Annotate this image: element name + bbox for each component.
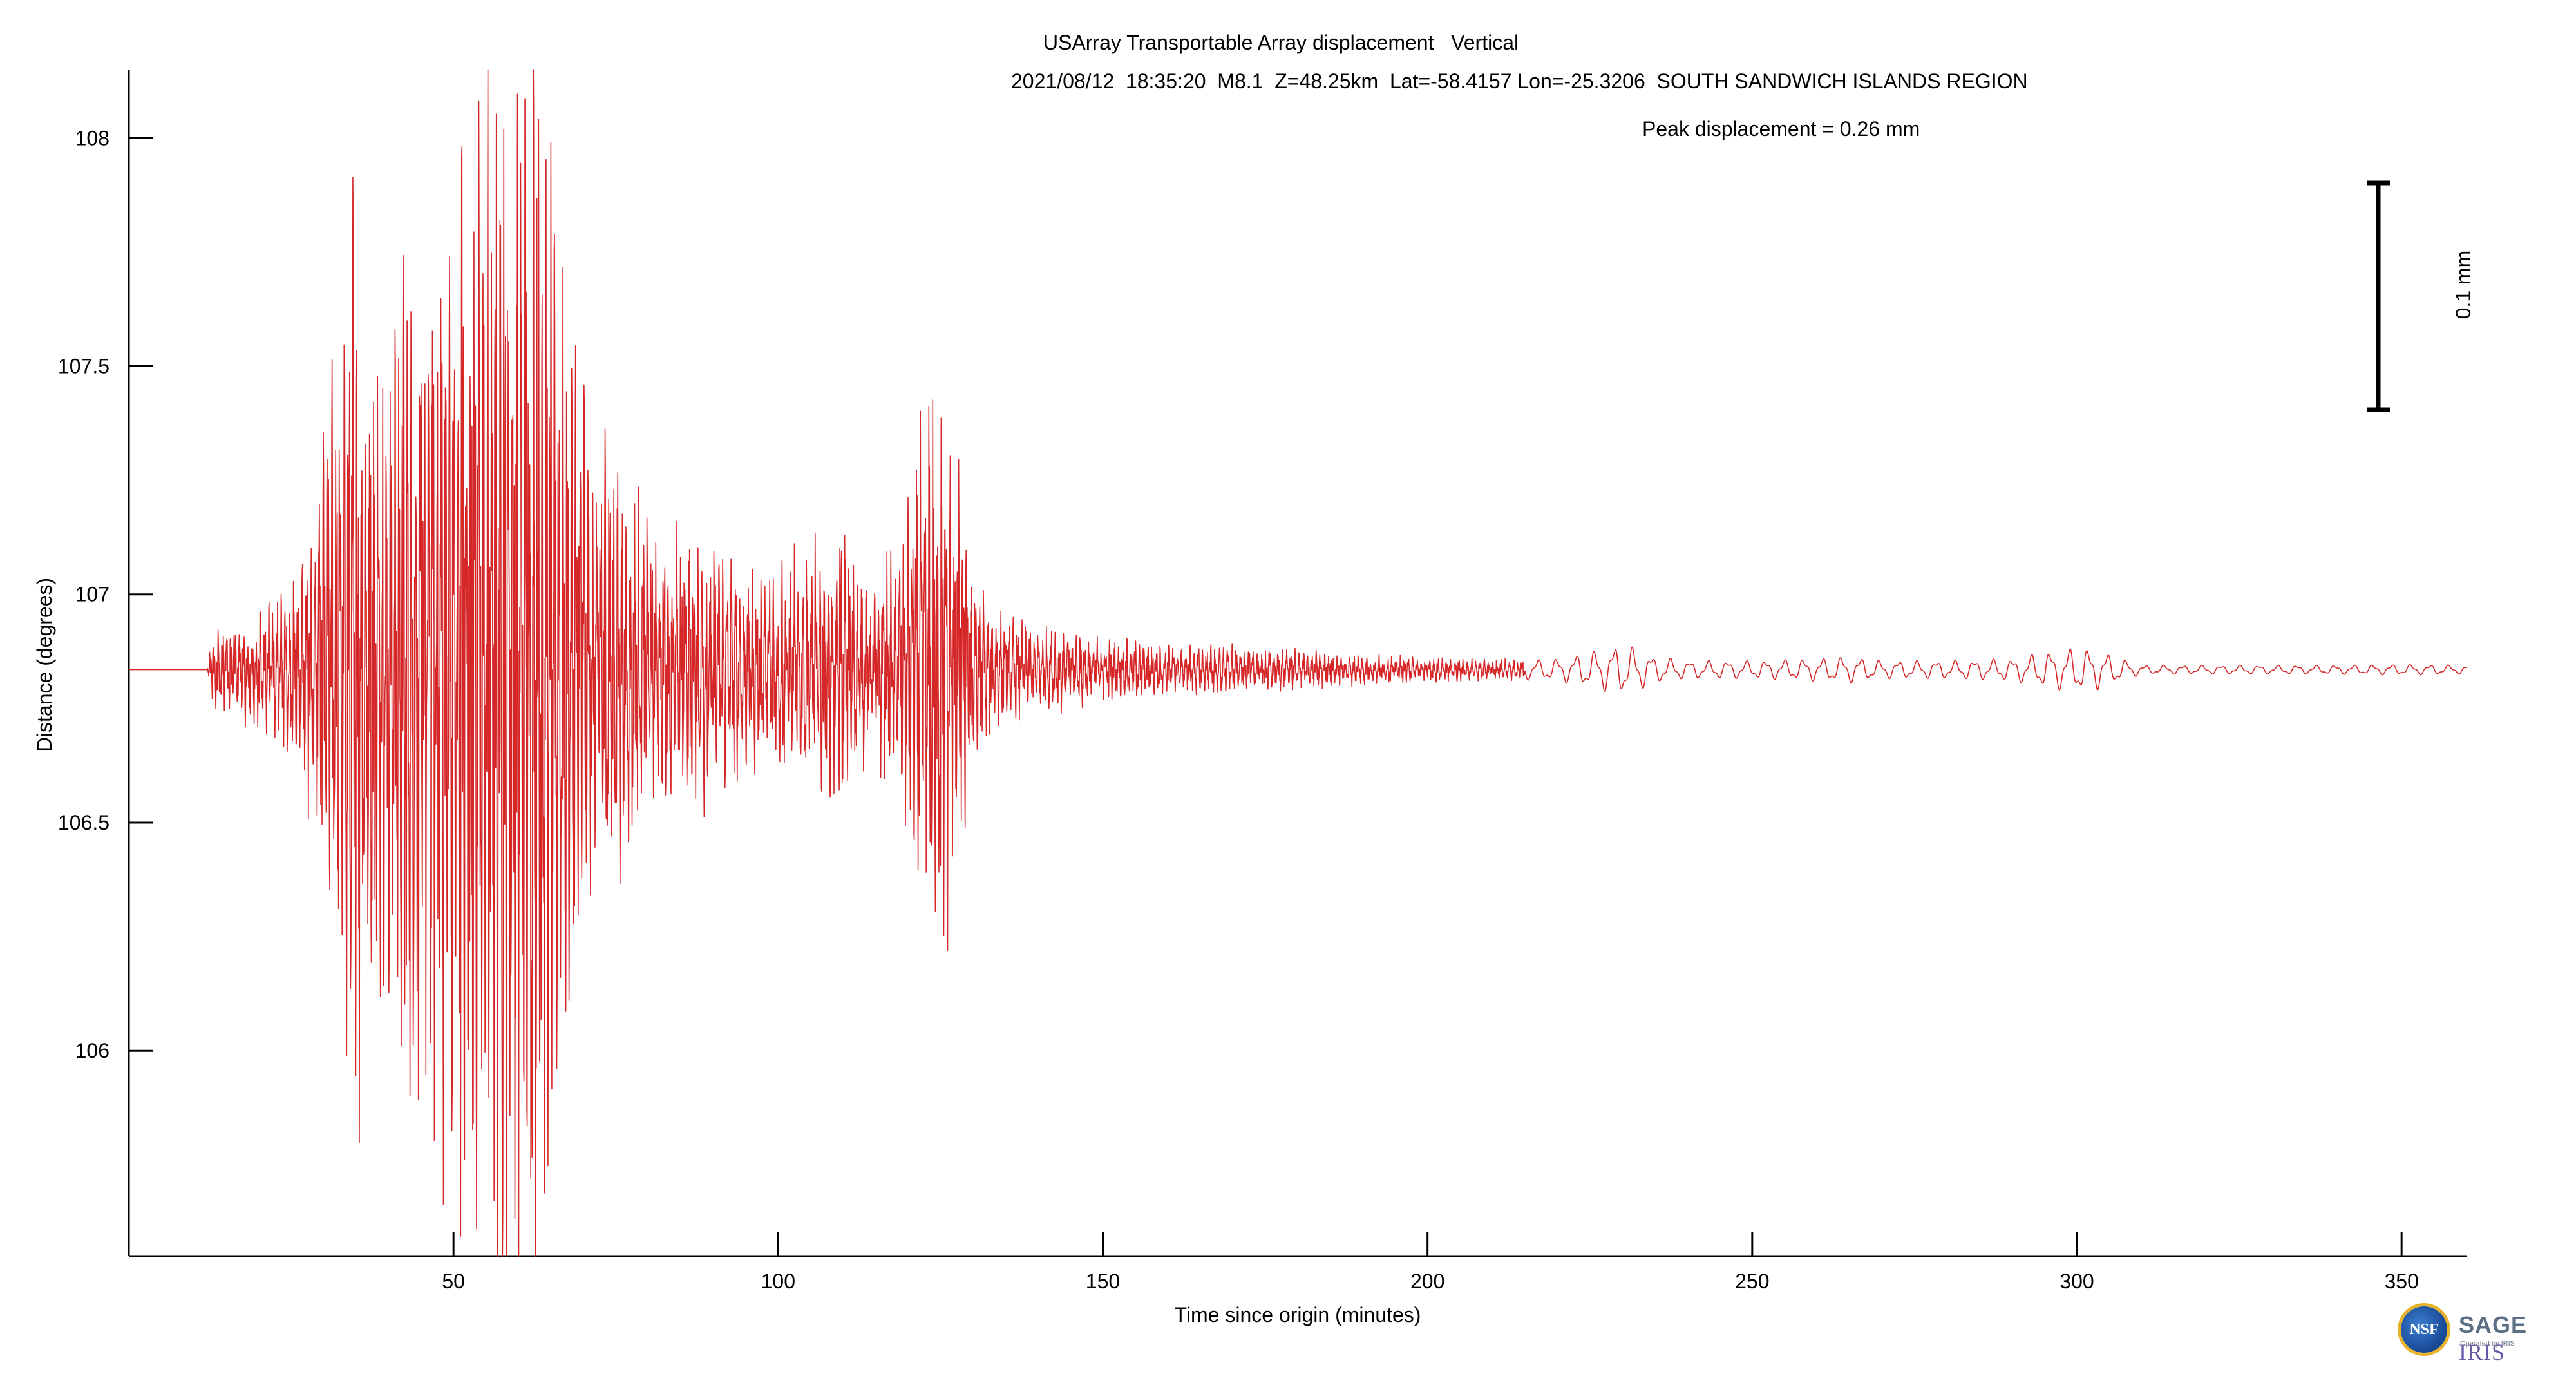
trace-layer <box>128 69 2467 1257</box>
x-tick-label: 200 <box>1410 1270 1444 1293</box>
y-axis-label: Distance (degrees) <box>33 578 56 752</box>
y-tick-label: 106 <box>75 1039 109 1062</box>
chart-title: USArray Transportable Array displacement… <box>1043 31 1519 54</box>
iris-text: IRIS <box>2459 1339 2506 1365</box>
x-tick-label: 300 <box>2060 1270 2094 1293</box>
nsf-logo-icon: NSF <box>2401 1306 2447 1353</box>
x-tick-label: 250 <box>1735 1270 1769 1293</box>
nsf-sage-iris-logo: NSF SAGE IRIS Operated by IRIS <box>2401 1303 2568 1365</box>
y-tick-label: 107.5 <box>58 355 109 378</box>
peak-displacement-label: Peak displacement = 0.26 mm <box>1642 117 1920 140</box>
y-tick-label: 108 <box>75 126 109 149</box>
x-tick-label: 50 <box>442 1270 465 1293</box>
event-info: 2021/08/12 18:35:20 M8.1 Z=48.25km Lat=-… <box>1011 70 2028 93</box>
displacement-trace <box>128 69 2467 1257</box>
sage-iris-wordmark: SAGE IRIS <box>2459 1312 2568 1366</box>
x-tick-label: 350 <box>2384 1270 2418 1293</box>
y-tick-label: 107 <box>75 583 109 606</box>
x-axis-label: Time since origin (minutes) <box>1175 1303 1421 1326</box>
ticks: 50 100 150 200 250 300 350 106 106.5 107 107.5 108 <box>58 126 2419 1293</box>
x-tick-label: 100 <box>761 1270 795 1293</box>
scale-bar: 0.1 mm <box>2367 180 2475 412</box>
y-tick-label: 106.5 <box>58 811 109 834</box>
scale-bar-label: 0.1 mm <box>2452 251 2475 320</box>
sage-text: SAGE <box>2459 1312 2528 1338</box>
operated-by-label: Operated by IRIS <box>2460 1340 2515 1348</box>
x-tick-label: 150 <box>1086 1270 1120 1293</box>
